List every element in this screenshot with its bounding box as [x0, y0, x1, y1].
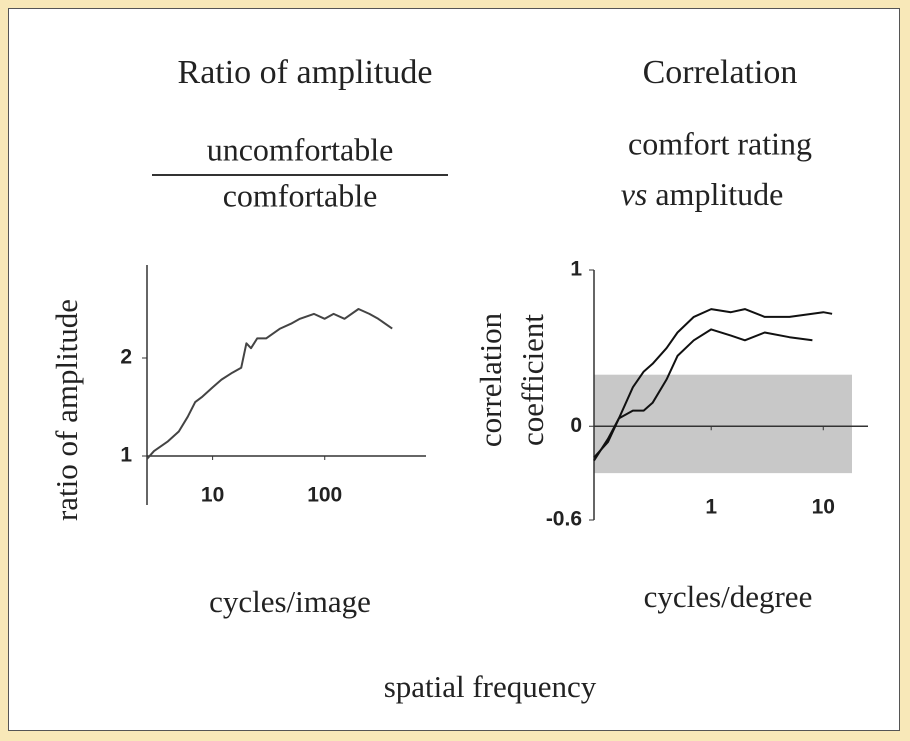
chart-title: Ratio of amplitude	[178, 54, 433, 91]
y-tick-label: 0	[570, 414, 582, 437]
x-axis-label: cycles/image	[209, 584, 371, 619]
subtitle: comfort rating	[628, 125, 812, 161]
data-line	[593, 308, 833, 459]
y-tick-label: 2	[120, 346, 132, 369]
chart-title: Correlation	[643, 54, 798, 91]
significance-band	[594, 374, 852, 474]
y-tick-label: -0.6	[546, 508, 582, 531]
x-tick-label: 10	[201, 484, 224, 507]
footer: spatial frequency	[384, 669, 597, 704]
figure-panel	[8, 8, 900, 731]
data-line	[593, 328, 813, 462]
subtitle-denominator: comfortable	[223, 177, 378, 213]
y-axis-label: correlation	[473, 312, 508, 447]
subtitle: vs amplitude	[621, 176, 784, 212]
x-tick-label: 1	[705, 496, 717, 519]
x-axis-label: cycles/degree	[644, 579, 813, 614]
data-line	[146, 308, 393, 460]
x-tick-label: 10	[812, 496, 835, 519]
y-tick-label: 1	[570, 258, 582, 281]
subtitle-numerator: uncomfortable	[207, 131, 394, 167]
y-axis-label: ratio of amplitude	[49, 299, 84, 521]
x-tick-label: 100	[307, 484, 342, 507]
y-axis-label: coefficient	[515, 314, 550, 446]
y-tick-label: 1	[120, 444, 132, 467]
